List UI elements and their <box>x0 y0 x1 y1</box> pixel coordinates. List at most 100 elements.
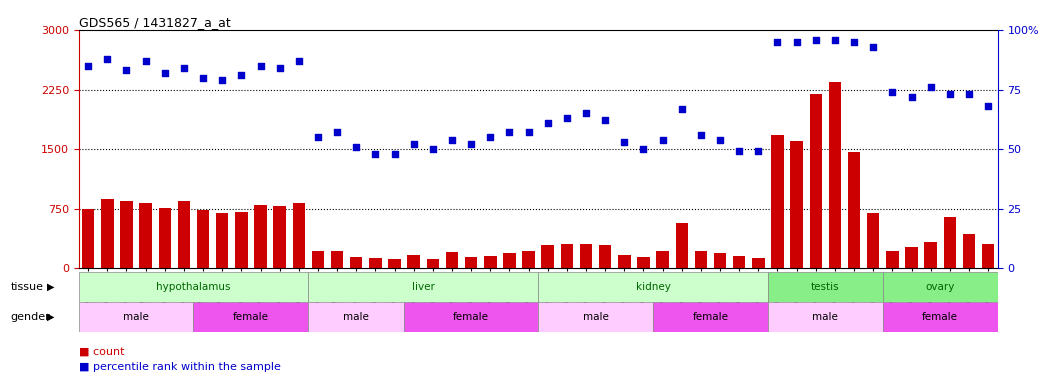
Text: female: female <box>453 312 489 322</box>
Point <box>559 115 575 121</box>
Bar <box>445 252 458 268</box>
Text: male: male <box>812 312 838 322</box>
Point <box>712 136 728 142</box>
Point <box>769 39 786 45</box>
Text: female: female <box>233 312 269 322</box>
Point <box>865 44 881 50</box>
Point <box>941 91 958 97</box>
Point <box>175 65 192 71</box>
Bar <box>79 302 194 332</box>
Bar <box>618 255 631 268</box>
Text: male: male <box>123 312 149 322</box>
Bar <box>194 302 308 332</box>
Bar <box>465 256 477 268</box>
Bar <box>829 82 842 268</box>
Bar <box>408 255 420 268</box>
Point <box>635 146 652 152</box>
Text: gender: gender <box>10 312 50 322</box>
Bar <box>235 212 247 268</box>
Bar <box>882 302 998 332</box>
Bar <box>867 213 879 268</box>
Bar <box>101 199 113 268</box>
Point <box>846 39 863 45</box>
Bar <box>178 201 190 268</box>
Bar <box>538 272 768 302</box>
Bar <box>158 208 171 268</box>
Point <box>750 148 767 154</box>
Point <box>827 36 844 42</box>
Bar <box>637 256 650 268</box>
Point <box>654 136 671 142</box>
Point <box>348 144 365 150</box>
Text: liver: liver <box>412 282 435 292</box>
Bar <box>216 213 228 268</box>
Text: ■ percentile rank within the sample: ■ percentile rank within the sample <box>79 362 281 372</box>
Bar <box>503 253 516 268</box>
Point <box>980 103 997 109</box>
Text: GDS565 / 1431827_a_at: GDS565 / 1431827_a_at <box>79 16 231 29</box>
Bar <box>561 244 573 268</box>
Point <box>271 65 288 71</box>
Bar <box>599 245 611 268</box>
Bar <box>768 272 882 302</box>
Point <box>195 75 212 81</box>
Bar <box>714 253 726 268</box>
Bar <box>695 251 707 268</box>
Bar <box>538 302 653 332</box>
Bar <box>768 302 882 332</box>
Point <box>922 84 939 90</box>
Bar <box>427 259 439 268</box>
Point <box>290 58 307 64</box>
Bar <box>924 242 937 268</box>
Point <box>616 139 633 145</box>
Bar <box>121 201 133 268</box>
Point <box>482 134 499 140</box>
Bar <box>522 252 534 268</box>
Bar <box>292 203 305 268</box>
Point <box>596 117 613 123</box>
Text: male: male <box>583 312 609 322</box>
Point <box>80 63 96 69</box>
Point <box>961 91 978 97</box>
Bar <box>656 252 669 268</box>
Point <box>406 141 422 147</box>
Text: male: male <box>344 312 369 322</box>
Point <box>693 132 709 138</box>
Bar <box>389 259 400 268</box>
Bar <box>139 203 152 268</box>
Bar <box>653 302 768 332</box>
Point <box>674 106 691 112</box>
Bar <box>311 251 324 268</box>
Bar <box>308 302 405 332</box>
Bar <box>542 245 554 268</box>
Point <box>253 63 269 69</box>
Point <box>463 141 480 147</box>
Point <box>903 94 920 100</box>
Point <box>424 146 441 152</box>
Bar <box>887 251 898 268</box>
Bar <box>790 141 803 268</box>
Bar <box>308 272 538 302</box>
Text: ■ count: ■ count <box>79 347 124 357</box>
Bar <box>943 216 956 268</box>
Bar <box>197 210 210 268</box>
Point <box>156 70 173 76</box>
Point <box>443 136 460 142</box>
Point <box>788 39 805 45</box>
Point <box>520 129 537 135</box>
Point <box>367 151 384 157</box>
Bar <box>580 243 592 268</box>
Bar <box>882 272 998 302</box>
Bar <box>82 209 94 268</box>
Point <box>807 36 824 42</box>
Bar <box>405 302 538 332</box>
Text: female: female <box>922 312 958 322</box>
Point <box>309 134 326 140</box>
Bar <box>809 94 822 268</box>
Bar <box>848 152 860 268</box>
Bar <box>274 206 286 268</box>
Bar <box>982 243 995 268</box>
Point <box>730 148 747 154</box>
Point <box>118 68 135 74</box>
Bar <box>255 205 267 268</box>
